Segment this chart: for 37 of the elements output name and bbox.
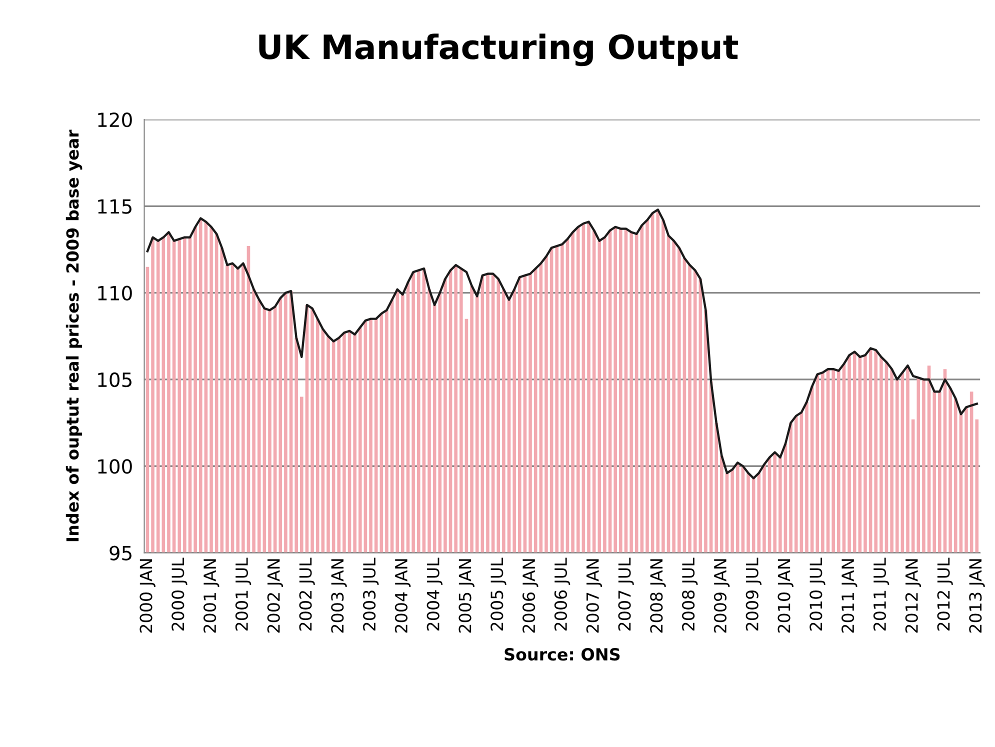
x-tick-label: 2003 JUL bbox=[363, 558, 379, 631]
y-tick-label: 110 bbox=[98, 286, 132, 300]
y-tick-label: 105 bbox=[98, 372, 132, 388]
x-tick-label: 2002 JUL bbox=[299, 558, 315, 631]
x-tick-label: 2012 JUL bbox=[937, 558, 953, 631]
y-tick-label: 115 bbox=[98, 199, 132, 214]
x-tick-label: 2000 JAN bbox=[140, 559, 156, 633]
x-tick-label: 2011 JAN bbox=[842, 559, 858, 633]
x-axis-title: Source: ONS bbox=[504, 648, 620, 661]
x-tick-label: 2006 JUL bbox=[554, 558, 570, 631]
y-tick-label: 100 bbox=[98, 459, 132, 474]
y-tick-label: 120 bbox=[98, 112, 132, 128]
x-tick-label: 2000 JUL bbox=[172, 558, 188, 631]
x-tick-label: 2011 JUL bbox=[873, 558, 890, 631]
x-tick-label: 2007 JUL bbox=[618, 558, 634, 631]
x-tick-label: 2003 JAN bbox=[331, 559, 347, 633]
x-tick-label: 2006 JAN bbox=[522, 559, 538, 633]
x-tick-label: 2004 JUL bbox=[426, 558, 443, 631]
x-tick-label: 2001 JAN bbox=[203, 559, 220, 633]
y-axis-title: Index of ouptut real prices - 2009 base year bbox=[66, 130, 82, 542]
x-tick-label: 2012 JAN bbox=[905, 559, 922, 633]
x-tick-label: 2004 JAN bbox=[394, 559, 411, 633]
y-tick-label: 95 bbox=[110, 546, 132, 560]
x-tick-label: 2008 JUL bbox=[682, 558, 698, 631]
x-tick-label: 2010 JAN bbox=[778, 559, 794, 633]
x-tick-label: 2008 JAN bbox=[650, 559, 666, 633]
line-series bbox=[146, 208, 978, 480]
x-tick-label: 2005 JUL bbox=[490, 558, 506, 631]
x-tick-label: 2009 JUL bbox=[746, 558, 762, 631]
x-tick-label: 2007 JAN bbox=[586, 559, 602, 633]
x-tick-label: 2002 JAN bbox=[267, 559, 284, 633]
x-tick-label: 2009 JAN bbox=[714, 559, 730, 633]
x-tick-label: 2005 JAN bbox=[458, 559, 474, 633]
x-tick-label: 2001 JUL bbox=[235, 558, 252, 631]
chart-title: UK Manufacturing Output bbox=[259, 34, 738, 66]
x-tick-label: 2013 JAN bbox=[969, 559, 985, 633]
x-tick-label: 2010 JUL bbox=[810, 558, 826, 631]
